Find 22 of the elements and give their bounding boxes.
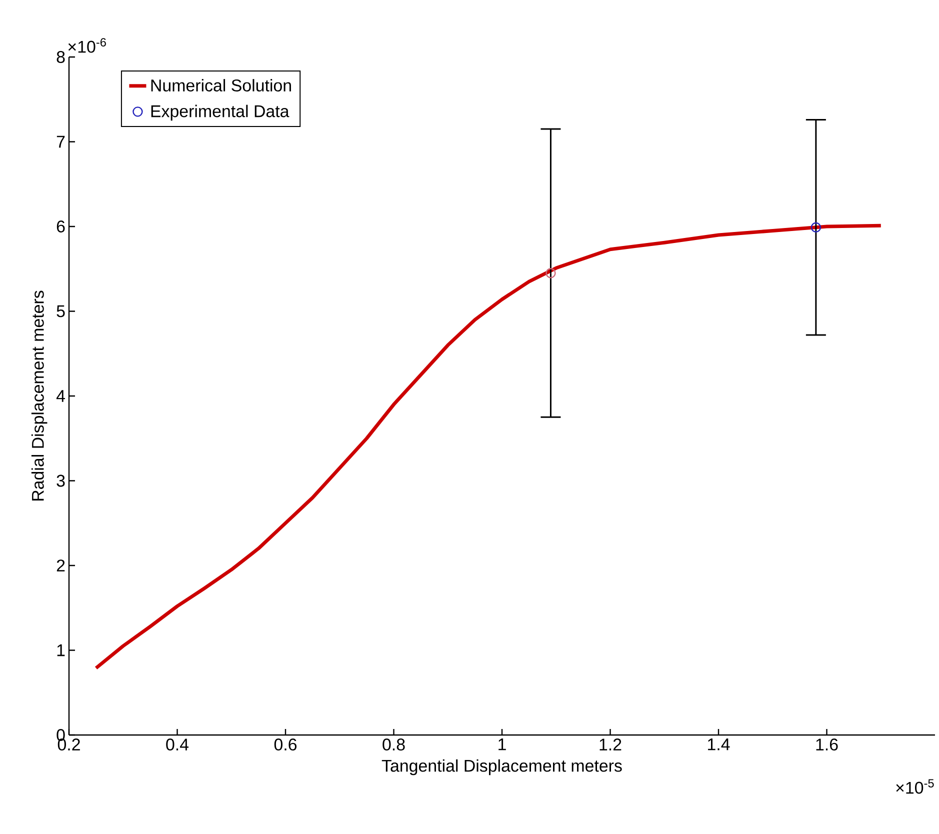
y-tick-label: 1 xyxy=(57,644,65,656)
x-tick-label: 1.2 xyxy=(600,738,622,750)
x-axis-title: Tangential Displacement meters xyxy=(382,759,622,776)
x-tick-label: 1.4 xyxy=(708,738,730,750)
text: ×10$^{-6}$ xyxy=(68,38,106,53)
y-tick-label: 3 xyxy=(56,474,65,487)
legend-label: Numerical Solution xyxy=(151,79,291,92)
x-tick-label: 1.6 xyxy=(816,738,838,751)
y-tick-label: 7 xyxy=(56,136,65,148)
y-tick-label: 2 xyxy=(56,560,65,572)
x-tick-label: 0.8 xyxy=(382,738,405,751)
x-tick-label: 1 xyxy=(498,738,506,750)
y-tick-label: 5 xyxy=(56,305,65,318)
y-tick-label: 4 xyxy=(56,390,65,402)
legend-label: Experimental Data xyxy=(151,104,290,121)
x-tick-label: 0.6 xyxy=(274,738,297,751)
y-axis-title: Radial Displacement meters xyxy=(31,290,48,500)
y-tick-label: 6 xyxy=(56,220,65,232)
x-tick-label: 0.2 xyxy=(58,738,80,751)
text: ×10$^{-5}$ xyxy=(896,779,934,794)
y-tick-label: 8 xyxy=(56,50,65,63)
x-tick-label: 0.4 xyxy=(166,738,189,751)
